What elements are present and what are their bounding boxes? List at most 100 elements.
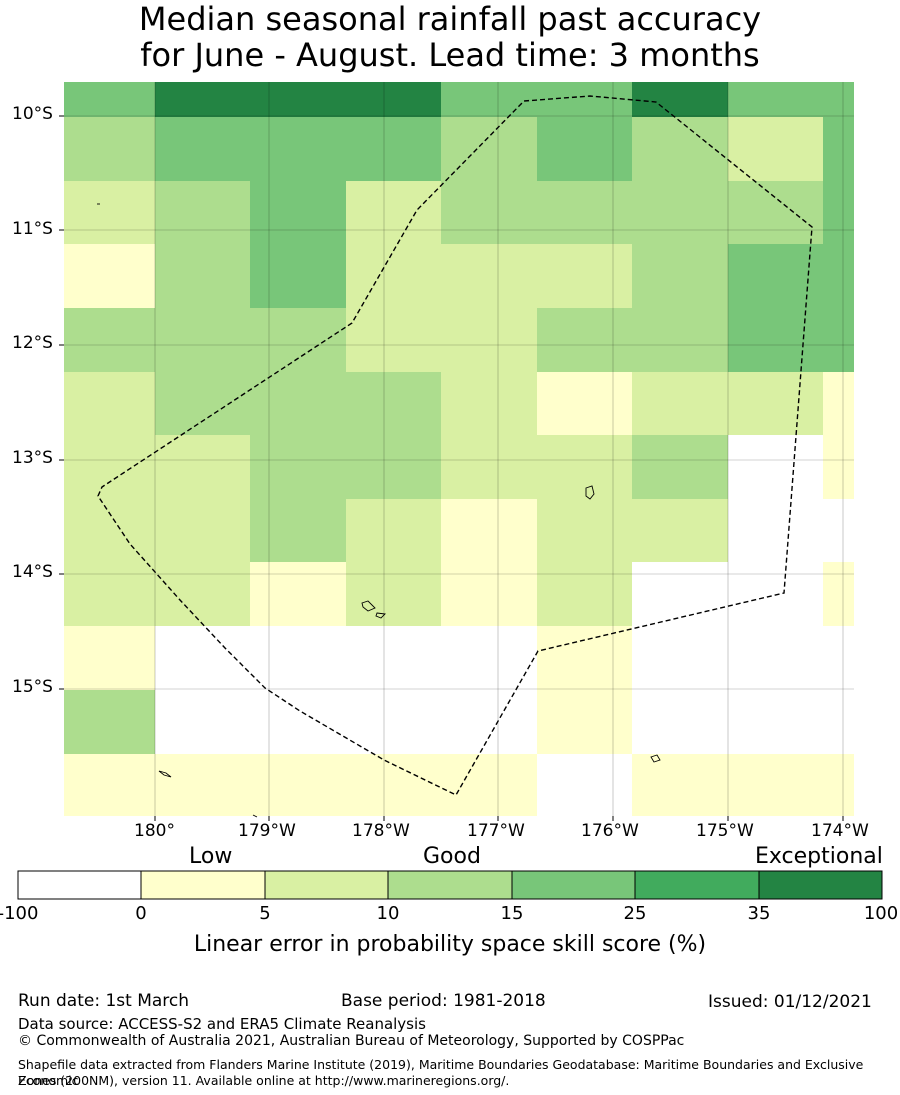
grid-cell bbox=[632, 499, 728, 562]
grid-cell bbox=[250, 690, 346, 754]
grid-cell bbox=[823, 181, 854, 244]
grid-cell bbox=[250, 435, 346, 499]
grid-cell bbox=[537, 435, 632, 499]
legend-tick: 25 bbox=[623, 903, 647, 924]
grid-cell bbox=[64, 754, 155, 816]
grid-cell bbox=[537, 754, 632, 816]
coastlines bbox=[97, 203, 661, 818]
grid-cell bbox=[823, 308, 854, 372]
grid-cell bbox=[441, 626, 537, 690]
data-source: Data source: ACCESS-S2 and ERA5 Climate … bbox=[18, 1015, 426, 1033]
grid-cell bbox=[250, 308, 346, 372]
grid-cell bbox=[441, 117, 537, 181]
grid-cell bbox=[250, 754, 346, 816]
lat-label: 11°S bbox=[12, 219, 53, 239]
legend-color-box bbox=[511, 870, 636, 900]
issued-date: Issued: 01/12/2021 bbox=[708, 992, 872, 1012]
grid-cell bbox=[155, 690, 250, 754]
lon-label: 176°W bbox=[581, 821, 639, 841]
graticule bbox=[59, 82, 854, 821]
grid-cell bbox=[64, 181, 155, 244]
grid-cell bbox=[441, 308, 537, 372]
legend-axis-label: Linear error in probability space skill … bbox=[193, 932, 707, 957]
grid-cell bbox=[346, 308, 441, 372]
grid-cell bbox=[632, 308, 728, 372]
grid-cell bbox=[823, 117, 854, 181]
grid-cell bbox=[155, 562, 250, 626]
grid-cell bbox=[64, 562, 155, 626]
grid-cell bbox=[346, 372, 441, 435]
grid-cell bbox=[64, 244, 155, 308]
shapefile-credit-line-1: Shapefile data extracted from Flanders M… bbox=[18, 1057, 864, 1088]
grid-cell bbox=[155, 181, 250, 244]
island-outline bbox=[361, 600, 376, 612]
grid-cell bbox=[728, 626, 823, 690]
grid-cell bbox=[155, 244, 250, 308]
shapefile-credit-line-2: Zones (200NM), version 11. Available onl… bbox=[18, 1073, 510, 1088]
legend-tick: -100 bbox=[0, 903, 39, 924]
grid-cell bbox=[346, 690, 441, 754]
grid-cell bbox=[823, 82, 854, 117]
legend-colorbar bbox=[17, 870, 883, 900]
grid-cell bbox=[64, 626, 155, 690]
island-outline bbox=[650, 754, 661, 763]
grid-cell bbox=[250, 499, 346, 562]
grid-cell bbox=[537, 562, 632, 626]
grid-cell bbox=[346, 181, 441, 244]
grid-cell bbox=[728, 117, 823, 181]
lon-label: 177°W bbox=[467, 821, 525, 841]
grid-cell bbox=[632, 626, 728, 690]
grid-cell bbox=[728, 754, 823, 816]
grid-cell bbox=[346, 499, 441, 562]
base-period: Base period: 1981-2018 bbox=[341, 991, 546, 1011]
grid-cell bbox=[155, 499, 250, 562]
island-outline bbox=[158, 770, 172, 778]
grid-cell bbox=[155, 372, 250, 435]
grid-cell bbox=[728, 690, 823, 754]
grid-cell bbox=[823, 754, 854, 816]
legend-tick: 0 bbox=[135, 903, 147, 924]
legend-color-box bbox=[387, 870, 513, 900]
lon-label: 175°W bbox=[696, 821, 754, 841]
grid-cell bbox=[64, 117, 155, 181]
grid-cell bbox=[728, 435, 823, 499]
grid-cell bbox=[155, 308, 250, 372]
grid-cell bbox=[64, 690, 155, 754]
grid-cell bbox=[537, 626, 632, 690]
legend-tick: 15 bbox=[500, 903, 524, 924]
grid-cell bbox=[250, 562, 346, 626]
grid-cell bbox=[441, 372, 537, 435]
legend-category-good: Good bbox=[423, 844, 481, 869]
grid-cell bbox=[250, 117, 346, 181]
grid-cell bbox=[346, 117, 441, 181]
grid-cell bbox=[346, 754, 441, 816]
lat-label: 10°S bbox=[12, 104, 53, 124]
grid-cell bbox=[64, 372, 155, 435]
eez-boundary bbox=[97, 95, 813, 796]
grid-cell bbox=[155, 435, 250, 499]
lat-label: 13°S bbox=[12, 448, 53, 468]
grid-cell bbox=[632, 435, 728, 499]
grid-cell bbox=[441, 690, 537, 754]
grid-cell bbox=[155, 754, 250, 816]
grid-cell bbox=[441, 562, 537, 626]
grid-cell bbox=[537, 308, 632, 372]
lon-label: 180° bbox=[134, 821, 175, 841]
chart-title-line-1: Median seasonal rainfall past accuracy bbox=[138, 0, 762, 38]
grid-cell bbox=[441, 435, 537, 499]
legend-tick: 100 bbox=[863, 903, 899, 924]
grid-cell bbox=[728, 372, 823, 435]
legend-tick: 5 bbox=[259, 903, 271, 924]
grid-cell bbox=[64, 308, 155, 372]
grid-cell bbox=[632, 244, 728, 308]
grid-cell bbox=[823, 372, 854, 435]
island-outline bbox=[375, 612, 386, 619]
legend-color-box bbox=[264, 870, 389, 900]
legend-tick: 10 bbox=[376, 903, 400, 924]
grid-cell bbox=[155, 82, 250, 117]
legend-category-low: Low bbox=[189, 844, 233, 869]
grid-cell bbox=[346, 562, 441, 626]
run-date: Run date: 1st March bbox=[18, 991, 190, 1011]
grid-cell bbox=[632, 117, 728, 181]
